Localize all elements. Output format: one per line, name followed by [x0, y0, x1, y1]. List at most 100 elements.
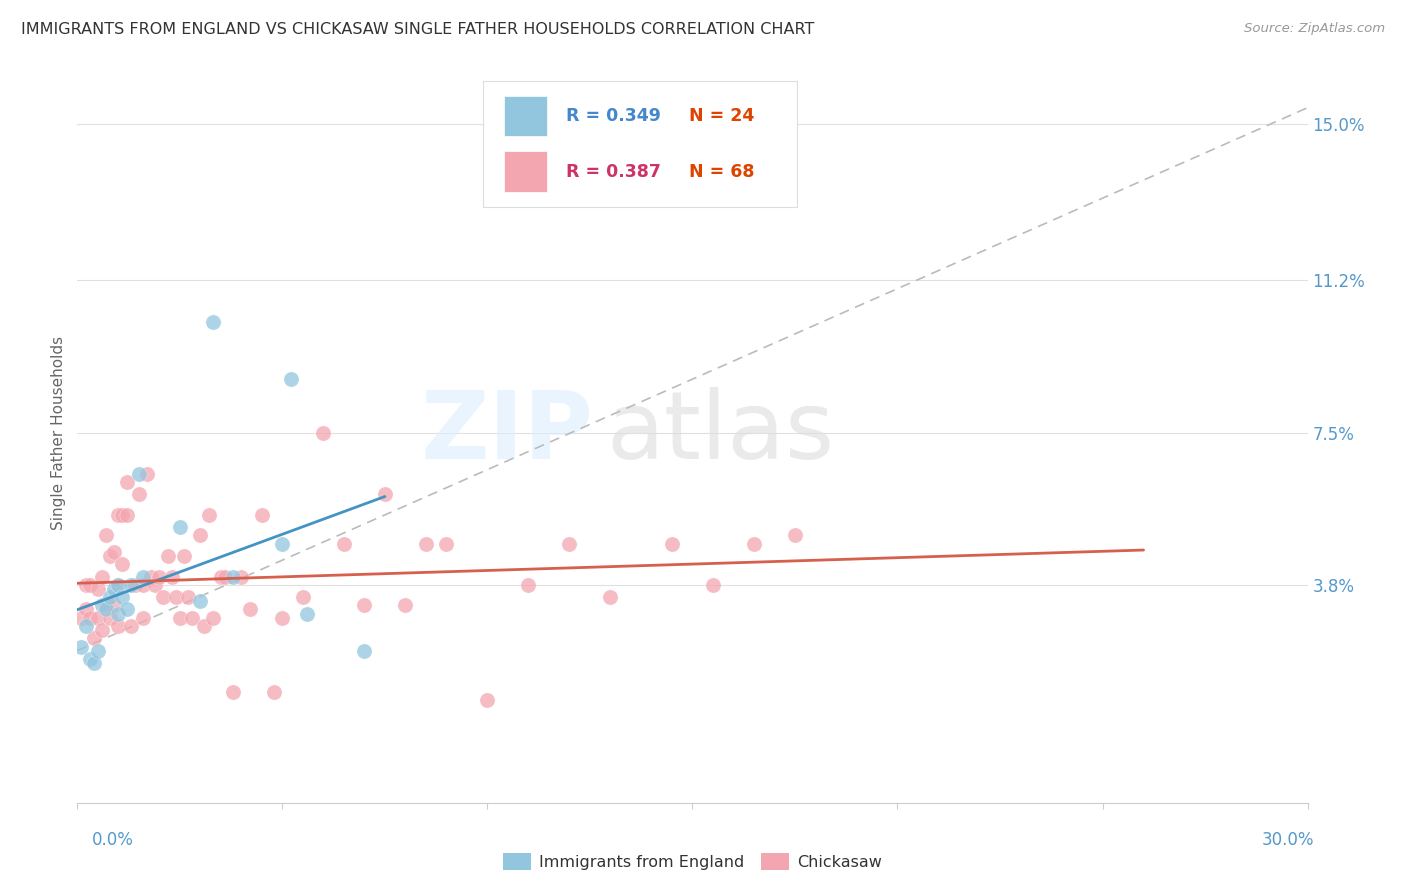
Point	[132, 611, 155, 625]
Point	[120, 619, 142, 633]
Point	[132, 569, 155, 583]
Point	[312, 425, 335, 440]
Point	[87, 582, 110, 596]
Point	[239, 602, 262, 616]
Point	[94, 528, 117, 542]
Point	[70, 611, 93, 625]
Point	[263, 685, 285, 699]
Point	[169, 520, 191, 534]
Point	[173, 549, 195, 563]
Point	[661, 536, 683, 550]
Point	[98, 590, 121, 604]
Point	[120, 578, 142, 592]
Point	[197, 508, 219, 522]
Point	[136, 467, 159, 481]
Point	[98, 549, 121, 563]
Point	[141, 569, 163, 583]
Text: R = 0.387: R = 0.387	[565, 163, 661, 181]
Point	[188, 594, 212, 608]
Text: ZIP: ZIP	[422, 386, 595, 479]
Point	[75, 602, 97, 616]
Point	[177, 590, 200, 604]
Point	[111, 508, 134, 522]
Point	[436, 536, 458, 550]
Point	[75, 578, 97, 592]
Text: Source: ZipAtlas.com: Source: ZipAtlas.com	[1244, 22, 1385, 36]
Point	[90, 569, 114, 583]
Point	[222, 569, 245, 583]
Point	[90, 623, 114, 637]
Point	[156, 549, 179, 563]
Point	[742, 536, 765, 550]
Point	[87, 611, 110, 625]
Point	[181, 611, 204, 625]
Point	[558, 536, 581, 550]
Point	[214, 569, 236, 583]
Point	[115, 508, 138, 522]
Point	[98, 611, 121, 625]
Point	[271, 536, 294, 550]
Text: N = 68: N = 68	[689, 163, 754, 181]
Point	[79, 578, 101, 592]
Point	[250, 508, 273, 522]
FancyBboxPatch shape	[505, 152, 547, 192]
Point	[394, 599, 416, 613]
Point	[128, 467, 150, 481]
Point	[107, 619, 129, 633]
Text: 0.0%: 0.0%	[91, 831, 134, 849]
Point	[107, 508, 129, 522]
Point	[83, 632, 105, 646]
Point	[201, 611, 224, 625]
FancyBboxPatch shape	[505, 95, 547, 136]
Point	[128, 487, 150, 501]
FancyBboxPatch shape	[484, 81, 797, 207]
Point	[115, 602, 138, 616]
Point	[103, 545, 125, 559]
Point	[783, 528, 806, 542]
Point	[115, 475, 138, 489]
Legend: Immigrants from England, Chickasaw: Immigrants from England, Chickasaw	[496, 847, 889, 876]
Point	[70, 640, 93, 654]
Point	[415, 536, 437, 550]
Point	[517, 578, 540, 592]
Point	[201, 315, 224, 329]
Point	[132, 578, 155, 592]
Point	[103, 582, 125, 596]
Point	[124, 578, 146, 592]
Point	[94, 602, 117, 616]
Text: R = 0.349: R = 0.349	[565, 107, 661, 125]
Point	[231, 569, 253, 583]
Point	[222, 685, 245, 699]
Point	[295, 607, 318, 621]
Point	[94, 599, 117, 613]
Point	[333, 536, 356, 550]
Text: atlas: atlas	[606, 386, 835, 479]
Point	[87, 643, 110, 657]
Point	[599, 590, 621, 604]
Point	[148, 569, 170, 583]
Point	[477, 693, 499, 707]
Point	[271, 611, 294, 625]
Point	[107, 578, 129, 592]
Point	[165, 590, 187, 604]
Point	[103, 599, 125, 613]
Point	[143, 578, 166, 592]
Point	[79, 652, 101, 666]
Point	[353, 643, 375, 657]
Point	[152, 590, 174, 604]
Point	[280, 372, 302, 386]
Point	[83, 656, 105, 670]
Point	[353, 599, 375, 613]
Point	[107, 607, 129, 621]
Point	[209, 569, 232, 583]
Point	[169, 611, 191, 625]
Text: 30.0%: 30.0%	[1263, 831, 1315, 849]
Point	[107, 578, 129, 592]
Text: N = 24: N = 24	[689, 107, 754, 125]
Point	[193, 619, 215, 633]
Point	[702, 578, 724, 592]
Point	[188, 528, 212, 542]
Point	[111, 590, 134, 604]
Text: IMMIGRANTS FROM ENGLAND VS CHICKASAW SINGLE FATHER HOUSEHOLDS CORRELATION CHART: IMMIGRANTS FROM ENGLAND VS CHICKASAW SIN…	[21, 22, 814, 37]
Point	[111, 558, 134, 572]
